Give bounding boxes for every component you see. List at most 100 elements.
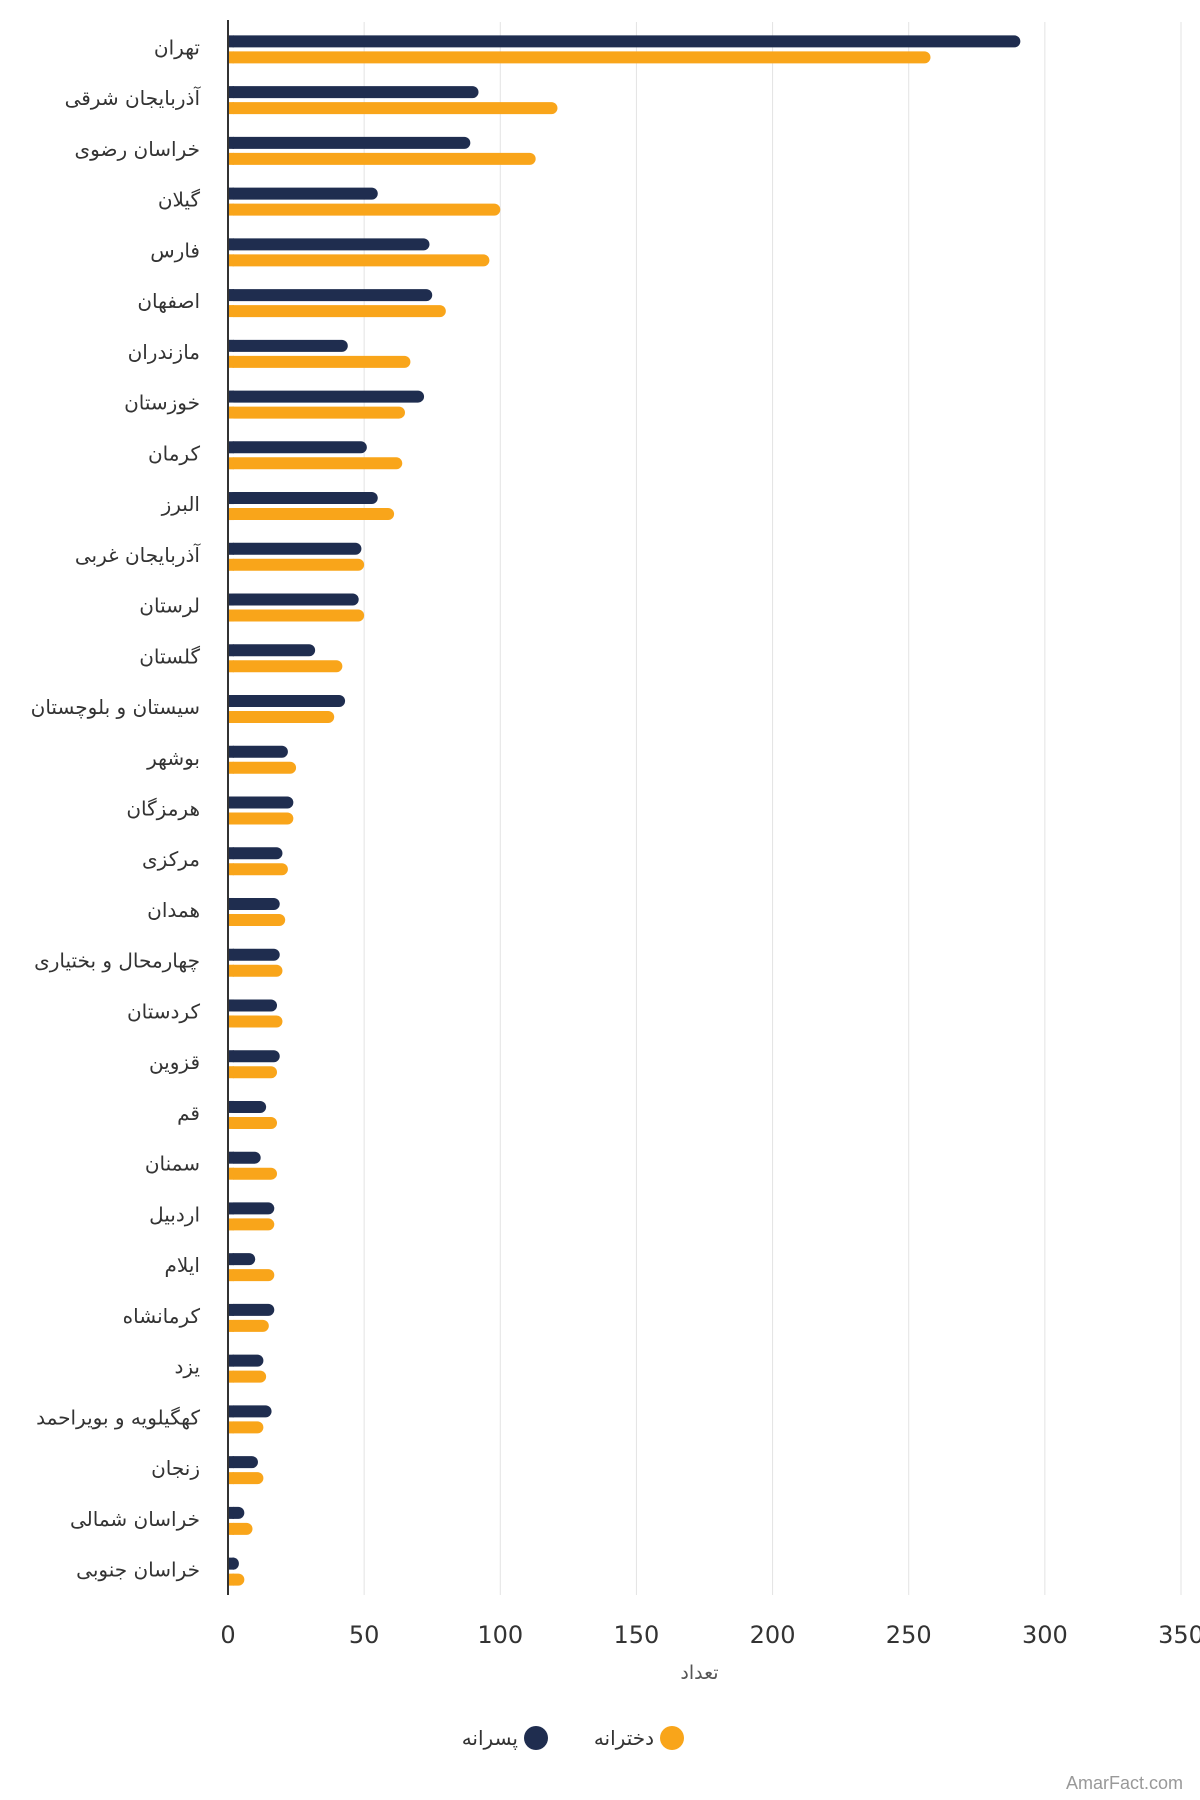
bar-series-2[interactable] [228, 1015, 283, 1028]
bar-series-1[interactable] [228, 289, 433, 302]
category-label: قم [177, 1101, 200, 1125]
bar-series-1[interactable] [228, 1405, 272, 1418]
bar-series-2[interactable] [228, 1066, 278, 1079]
bar-base [228, 1116, 234, 1129]
bar-series-1[interactable] [228, 441, 367, 454]
bar-base [228, 847, 234, 860]
category-label: اصفهان [137, 289, 200, 313]
bar-series-2[interactable] [228, 152, 536, 165]
legend-item[interactable]: دخترانه [594, 1726, 684, 1750]
category-label: کرمان [148, 441, 201, 465]
bar-series-1[interactable] [228, 948, 280, 961]
bar-base [228, 238, 234, 251]
category-label: قزوین [149, 1050, 200, 1074]
bar-series-1[interactable] [228, 847, 283, 860]
x-tick-label: 0 [220, 1621, 235, 1649]
bar-base [228, 863, 234, 876]
legend-swatch [660, 1726, 684, 1750]
bar-series-1[interactable] [228, 1354, 264, 1367]
bar-series-2[interactable] [228, 203, 501, 216]
legend-item[interactable]: پسرانه [462, 1726, 548, 1751]
bar-series-1[interactable] [228, 999, 278, 1012]
bar-series-2[interactable] [228, 254, 490, 267]
bar-base [228, 609, 234, 622]
bar-series-1[interactable] [228, 897, 280, 910]
bar-base [228, 187, 234, 200]
bar-base [228, 558, 234, 571]
bar-series-1[interactable] [228, 745, 288, 758]
bar-series-2[interactable] [228, 761, 297, 774]
legend-label: پسرانه [462, 1726, 518, 1751]
bar-base [228, 948, 234, 961]
bar-series-2[interactable] [228, 406, 405, 419]
bar-base [228, 152, 234, 165]
source-credit[interactable]: AmarFact.com [1066, 1773, 1183, 1793]
bar-series-2[interactable] [228, 609, 365, 622]
category-label: خوزستان [124, 391, 200, 415]
bar-series-2[interactable] [228, 1421, 264, 1434]
legend-swatch [524, 1726, 548, 1750]
bar-series-1[interactable] [228, 35, 1021, 48]
bar-series-1[interactable] [228, 238, 430, 251]
bar-series-1[interactable] [228, 492, 378, 505]
bar-base [228, 1522, 234, 1535]
bar-series-1[interactable] [228, 1100, 267, 1113]
bar-series-1[interactable] [228, 86, 479, 99]
category-label: گلستان [139, 644, 200, 668]
category-label: زنجان [151, 1456, 200, 1480]
bar-series-1[interactable] [228, 1456, 258, 1469]
bar-series-2[interactable] [228, 863, 288, 876]
bar-base [228, 1319, 234, 1332]
bar-series-1[interactable] [228, 1151, 261, 1164]
bar-series-2[interactable] [228, 1370, 267, 1383]
bar-series-2[interactable] [228, 102, 558, 115]
bar-series-1[interactable] [228, 695, 346, 708]
bar-series-2[interactable] [228, 457, 403, 470]
bar-series-2[interactable] [228, 1522, 253, 1535]
bar-series-1[interactable] [228, 187, 378, 200]
bar-series-2[interactable] [228, 305, 446, 318]
bar-base [228, 1370, 234, 1383]
bar-series-1[interactable] [228, 644, 316, 657]
legend[interactable]: پسرانه دخترانه [462, 1726, 684, 1751]
bar-series-2[interactable] [228, 812, 294, 825]
bar-series-1[interactable] [228, 1253, 256, 1266]
category-label: آذربایجان شرقی [65, 85, 202, 110]
x-axis-ticks: 0 50 100 150 200 250 300 350 [220, 1621, 1200, 1649]
bar-base [228, 86, 234, 99]
bar-series-2[interactable] [228, 1116, 278, 1129]
bar-base [228, 812, 234, 825]
bar-series-2[interactable] [228, 1472, 264, 1485]
bar-base [228, 913, 234, 926]
bar-series-2[interactable] [228, 711, 335, 724]
bar-series-1[interactable] [228, 542, 362, 555]
x-tick-label: 200 [750, 1621, 796, 1649]
bar-series-1[interactable] [228, 1303, 275, 1316]
bar-series-2[interactable] [228, 355, 411, 368]
bar-series-1[interactable] [228, 339, 348, 352]
bar-base [228, 1253, 234, 1266]
bar-series-1[interactable] [228, 1050, 280, 1063]
bar-series-2[interactable] [228, 1218, 275, 1231]
x-tick-label: 350 [1158, 1621, 1200, 1649]
bar-series-2[interactable] [228, 913, 286, 926]
bar-series-1[interactable] [228, 1202, 275, 1215]
bar-base [228, 305, 234, 318]
bar-series-2[interactable] [228, 1269, 275, 1282]
bar-series-1[interactable] [228, 390, 425, 403]
bar-series-1[interactable] [228, 136, 471, 149]
bar-base [228, 441, 234, 454]
bar-series-1[interactable] [228, 593, 359, 606]
bar-series-2[interactable] [228, 964, 283, 977]
bar-series-2[interactable] [228, 660, 343, 673]
bar-series-2[interactable] [228, 508, 395, 521]
bar-series-2[interactable] [228, 1167, 278, 1180]
category-label: چهارمحال و بختیاری [34, 949, 200, 973]
bar-series-2[interactable] [228, 51, 931, 64]
bar-series-1[interactable] [228, 796, 294, 809]
bar-series-2[interactable] [228, 558, 365, 571]
x-axis-title: تعداد [680, 1662, 718, 1684]
bar-series-2[interactable] [228, 1319, 269, 1332]
